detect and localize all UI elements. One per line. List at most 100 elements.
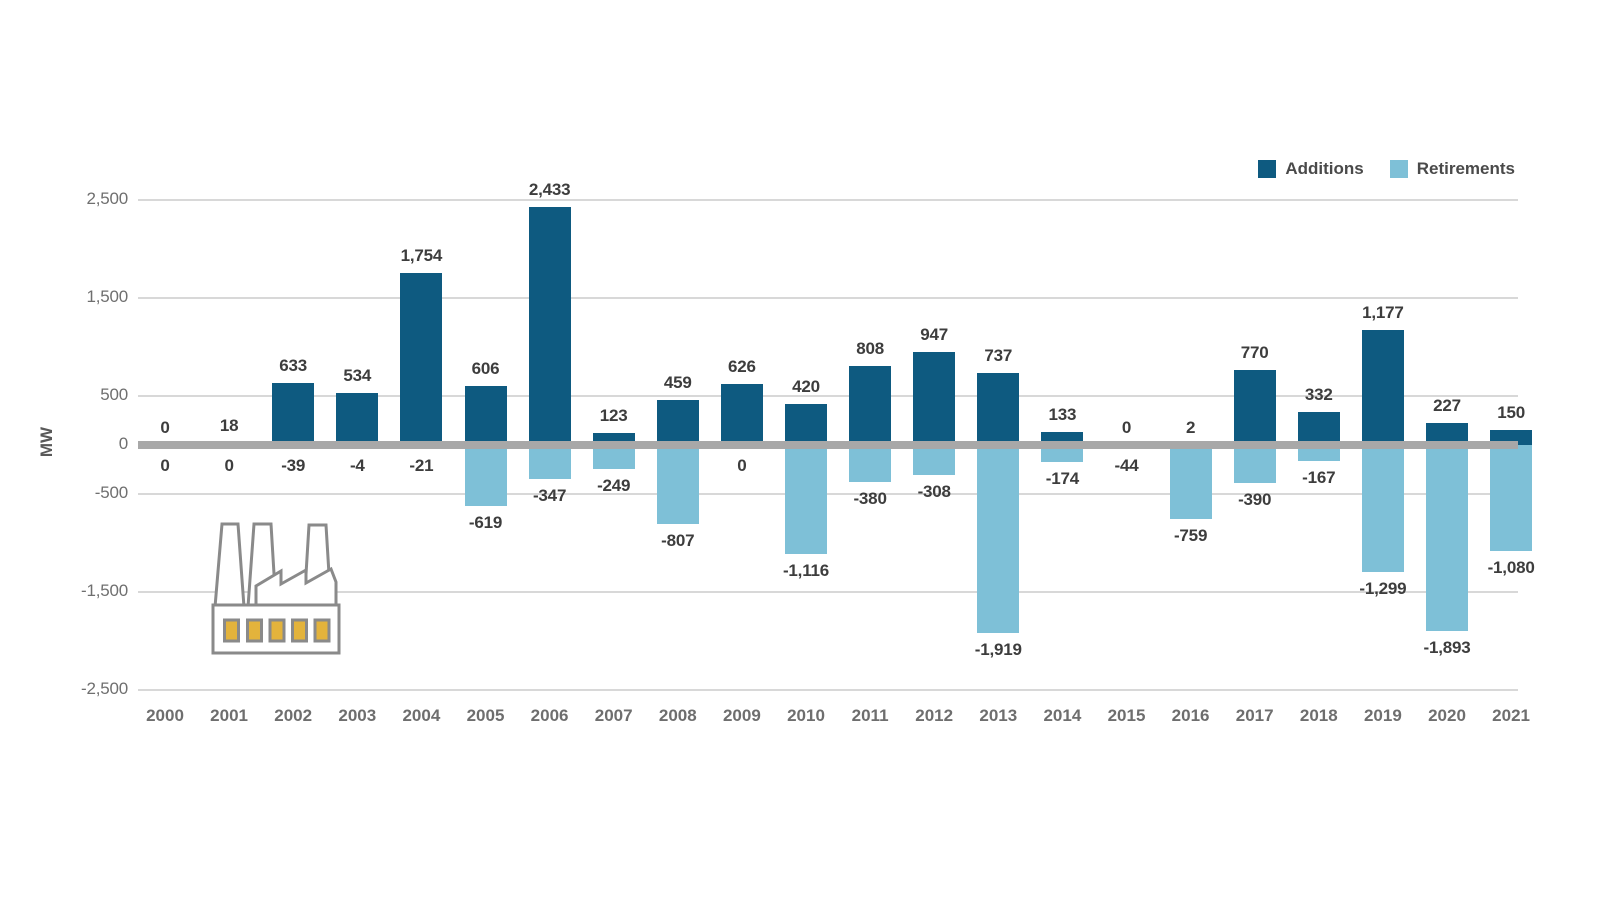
additions-value-label: 626 (728, 356, 756, 376)
additions-value-label: 2 (1185, 417, 1196, 437)
retirements-value-label: -390 (1238, 490, 1272, 510)
additions-bar-2009 (720, 383, 763, 445)
x-tick-label: 2004 (402, 706, 441, 725)
additions-value-label: 2,433 (528, 179, 571, 199)
additions-bar-2002 (272, 382, 315, 445)
y-tick-label: 1,500 (86, 287, 128, 306)
gridline (138, 591, 1518, 593)
retirements-bar-2005 (464, 445, 507, 506)
additions-value-label: 459 (663, 373, 692, 393)
gridline (138, 199, 1518, 201)
additions-bar-2013 (977, 372, 1020, 445)
retirements-value-label: -380 (853, 489, 887, 509)
x-tick-label: 2009 (722, 706, 761, 725)
gridline (138, 689, 1518, 691)
additions-bar-2012 (913, 352, 956, 445)
additions-value-label: 0 (160, 418, 170, 437)
retirements-value-label: -1,299 (1359, 579, 1407, 599)
retirements-bar-2011 (849, 445, 892, 483)
y-tick-label: -500 (94, 483, 128, 502)
y-tick-label: 2,500 (86, 189, 128, 208)
legend-label-additions: Additions (1285, 159, 1364, 178)
retirements-bar-2008 (656, 445, 699, 525)
retirements-swatch-icon (1389, 160, 1408, 178)
additions-value-label: 633 (279, 355, 308, 375)
additions-value-label: 534 (343, 365, 372, 385)
x-tick-label: 2016 (1171, 706, 1210, 725)
retirements-value-label: -4 (349, 456, 365, 475)
chart-legend: Additions Retirements (1258, 159, 1515, 179)
x-tick-label: 2002 (274, 706, 313, 725)
additions-value-label: 150 (1497, 403, 1525, 423)
x-tick-label: 2018 (1299, 706, 1338, 725)
x-tick-label: 2021 (1492, 706, 1530, 725)
additions-bar-2005 (464, 385, 507, 445)
retirements-bar-2006 (528, 445, 571, 479)
x-tick-label: 2006 (530, 706, 569, 725)
retirements-bar-2019 (1361, 445, 1404, 573)
legend-item-retirements: Retirements (1389, 159, 1515, 179)
additions-value-label: 123 (599, 405, 628, 425)
x-tick-label: 2010 (787, 706, 825, 725)
gridline (138, 395, 1518, 397)
x-tick-label: 2001 (210, 706, 248, 725)
x-tick-label: 2005 (466, 706, 505, 725)
additions-value-label: 947 (920, 325, 949, 345)
additions-bar-2008 (656, 400, 699, 445)
additions-bar-2003 (336, 392, 379, 445)
legend-item-additions: Additions (1258, 159, 1364, 179)
additions-swatch-icon (1258, 160, 1277, 178)
retirements-value-label: -21 (409, 456, 434, 475)
additions-bar-2018 (1297, 412, 1340, 445)
retirements-value-label: -174 (1045, 469, 1079, 489)
y-tick-label: -2,500 (80, 679, 128, 698)
additions-value-label: 1,754 (400, 246, 443, 266)
retirements-bar-2007 (592, 445, 635, 470)
additions-value-label: 1,177 (1362, 302, 1404, 322)
retirements-value-label: 0 (160, 456, 170, 475)
gridline (138, 297, 1518, 299)
retirements-bar-2010 (785, 445, 827, 555)
retirements-value-label: -1,080 (1487, 557, 1535, 577)
retirements-value-label: -619 (468, 512, 503, 532)
retirements-bar-2021 (1490, 445, 1533, 551)
x-tick-label: 2000 (146, 706, 184, 725)
gridline (138, 493, 1518, 495)
x-tick-label: 2007 (594, 706, 633, 725)
retirements-bar-2017 (1233, 445, 1276, 484)
x-tick-label: 2003 (338, 706, 377, 725)
additions-value-label: 770 (1240, 342, 1269, 362)
additions-bar-2011 (849, 365, 892, 445)
additions-value-label: 808 (856, 338, 884, 358)
retirements-value-label: -759 (1173, 526, 1208, 546)
retirements-value-label: -807 (661, 531, 695, 551)
retirements-value-label: -167 (1302, 468, 1336, 488)
retirements-bar-2020 (1426, 445, 1468, 631)
zero-axis-line (138, 441, 1518, 449)
retirements-value-label: -347 (532, 486, 567, 505)
retirements-value-label: 0 (224, 456, 234, 475)
additions-value-label: 420 (792, 376, 820, 396)
additions-bar-2010 (785, 403, 827, 445)
x-tick-label: 2012 (915, 706, 954, 725)
additions-value-label: 606 (471, 358, 500, 378)
retirements-bar-2012 (913, 445, 956, 476)
additions-bar-2004 (400, 273, 443, 445)
additions-bar-2006 (528, 206, 571, 445)
x-tick-label: 2017 (1235, 706, 1274, 725)
additions-value-label: 227 (1433, 395, 1461, 415)
retirements-value-label: -39 (281, 456, 306, 475)
y-tick-label: -1,500 (80, 581, 128, 600)
retirements-value-label: -44 (1114, 456, 1139, 476)
retirements-bar-2016 (1169, 445, 1212, 520)
additions-bar-2019 (1361, 329, 1404, 445)
retirements-bar-2018 (1297, 445, 1340, 462)
x-tick-label: 2008 (658, 706, 697, 725)
additions-value-label: 737 (984, 345, 1013, 365)
factory-icon (211, 522, 341, 655)
x-tick-label: 2020 (1428, 706, 1466, 725)
retirements-value-label: -1,919 (974, 640, 1022, 660)
x-tick-label: 2013 (979, 706, 1018, 725)
additions-bar-2017 (1233, 369, 1276, 445)
